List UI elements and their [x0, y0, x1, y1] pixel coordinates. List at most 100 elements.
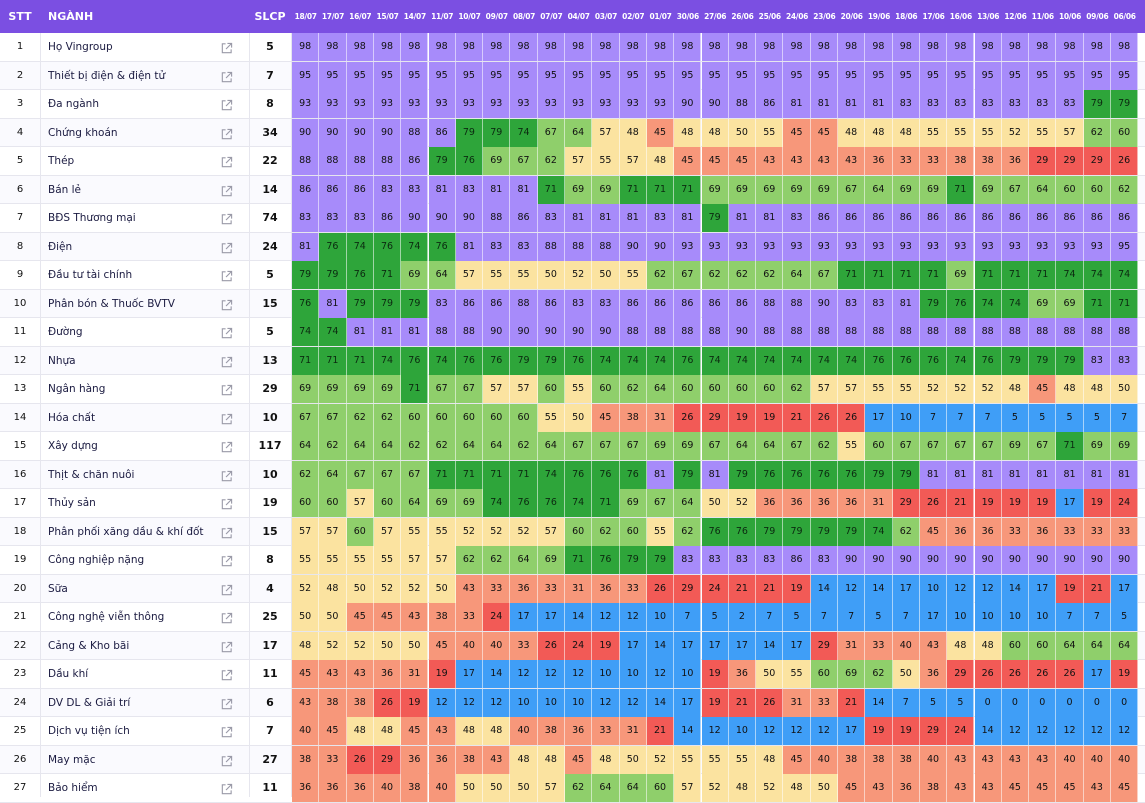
heatmap-cell[interactable]: 81 — [319, 289, 347, 318]
heatmap-cell[interactable]: 88 — [783, 318, 811, 346]
heatmap-cell[interactable]: 40 — [455, 631, 484, 660]
heatmap-cell[interactable]: 69 — [592, 175, 620, 204]
heatmap-cell[interactable]: 60 — [865, 432, 893, 460]
row-industry-name[interactable]: Phân bón & Thuốc BVTV — [48, 297, 175, 310]
heatmap-cell[interactable]: 10 — [1029, 603, 1057, 631]
heatmap-cell[interactable]: 57 — [483, 375, 511, 403]
heatmap-cell[interactable]: 98 — [865, 33, 893, 61]
heatmap-cell[interactable]: 21 — [756, 574, 784, 603]
heatmap-cell[interactable]: 86 — [373, 204, 402, 232]
heatmap-cell[interactable]: 45 — [1029, 375, 1057, 403]
heatmap-cell[interactable]: 86 — [455, 289, 484, 318]
external-link-icon[interactable] — [220, 781, 234, 795]
heatmap-cell[interactable]: 76 — [919, 346, 948, 375]
heatmap-cell[interactable]: 88 — [674, 318, 702, 346]
heatmap-cell[interactable]: 81 — [1029, 460, 1057, 489]
heatmap-cell[interactable]: 69 — [783, 175, 811, 204]
external-link-icon[interactable] — [220, 154, 234, 168]
heatmap-cell[interactable]: 19 — [401, 688, 429, 717]
heatmap-cell[interactable]: 12 — [1029, 717, 1057, 745]
heatmap-cell[interactable]: 19 — [974, 489, 1002, 517]
heatmap-cell[interactable]: 90 — [974, 546, 1002, 574]
heatmap-cell[interactable]: 55 — [319, 546, 347, 574]
heatmap-cell[interactable]: 57 — [565, 147, 593, 175]
heatmap-cell[interactable]: 64 — [674, 489, 702, 517]
heatmap-cell[interactable]: 69 — [701, 175, 729, 204]
heatmap-cell[interactable]: 36 — [428, 745, 456, 774]
heatmap-cell[interactable]: 7 — [1056, 603, 1084, 631]
heatmap-cell[interactable]: 83 — [674, 546, 702, 574]
heatmap-cell[interactable]: 26 — [919, 489, 948, 517]
heatmap-cell[interactable]: 76 — [319, 232, 347, 261]
heatmap-cell[interactable]: 79 — [428, 147, 456, 175]
heatmap-cell[interactable]: 86 — [319, 175, 347, 204]
heatmap-cell[interactable]: 45 — [646, 118, 675, 147]
row-industry-name[interactable]: Thép — [48, 155, 75, 167]
heatmap-cell[interactable]: 93 — [510, 90, 538, 118]
heatmap-cell[interactable]: 83 — [428, 289, 456, 318]
external-link-icon[interactable] — [220, 753, 234, 767]
heatmap-cell[interactable]: 26 — [373, 688, 402, 717]
heatmap-cell[interactable]: 36 — [401, 745, 429, 774]
heatmap-cell[interactable]: 71 — [292, 346, 320, 375]
heatmap-cell[interactable]: 98 — [565, 33, 593, 61]
heatmap-cell[interactable]: 33 — [510, 631, 538, 660]
heatmap-cell[interactable]: 98 — [592, 33, 620, 61]
heatmap-cell[interactable]: 74 — [1056, 261, 1084, 289]
heatmap-cell[interactable]: 21 — [838, 688, 866, 717]
heatmap-cell[interactable]: 81 — [783, 90, 811, 118]
heatmap-cell[interactable]: 60 — [756, 375, 784, 403]
heatmap-cell[interactable]: 48 — [783, 774, 811, 802]
heatmap-cell[interactable]: 36 — [346, 774, 374, 802]
heatmap-cell[interactable]: 74 — [756, 346, 784, 375]
heatmap-cell[interactable]: 64 — [565, 118, 593, 147]
heatmap-cell[interactable]: 26 — [646, 574, 675, 603]
heatmap-cell[interactable]: 17 — [1111, 574, 1139, 603]
heatmap-cell[interactable]: 86 — [838, 204, 866, 232]
heatmap-cell[interactable]: 5 — [1083, 403, 1111, 432]
heatmap-cell[interactable]: 69 — [1083, 432, 1111, 460]
heatmap-cell[interactable]: 83 — [483, 232, 511, 261]
date-header-11[interactable]: 03/07 — [594, 12, 617, 21]
heatmap-cell[interactable]: 12 — [592, 688, 620, 717]
heatmap-cell[interactable]: 33 — [537, 574, 565, 603]
heatmap-cell[interactable]: 36 — [756, 489, 784, 517]
heatmap-cell[interactable]: 71 — [1083, 289, 1111, 318]
heatmap-cell[interactable]: 52 — [947, 375, 975, 403]
heatmap-cell[interactable]: 19 — [1001, 489, 1030, 517]
heatmap-cell[interactable]: 40 — [1083, 745, 1111, 774]
heatmap-cell[interactable]: 0 — [1029, 688, 1057, 717]
heatmap-cell[interactable]: 90 — [292, 118, 320, 147]
heatmap-cell[interactable]: 31 — [646, 403, 675, 432]
heatmap-cell[interactable]: 76 — [947, 289, 975, 318]
heatmap-cell[interactable]: 81 — [1083, 460, 1111, 489]
heatmap-cell[interactable]: 40 — [510, 717, 538, 745]
heatmap-cell[interactable]: 36 — [510, 574, 538, 603]
heatmap-cell[interactable]: 81 — [838, 90, 866, 118]
heatmap-cell[interactable]: 74 — [646, 346, 675, 375]
heatmap-cell[interactable]: 69 — [292, 375, 320, 403]
heatmap-cell[interactable]: 93 — [565, 90, 593, 118]
heatmap-cell[interactable]: 95 — [701, 61, 729, 90]
heatmap-cell[interactable]: 81 — [401, 318, 429, 346]
heatmap-cell[interactable]: 98 — [373, 33, 402, 61]
heatmap-cell[interactable]: 10 — [947, 603, 975, 631]
heatmap-cell[interactable]: 43 — [947, 774, 975, 802]
heatmap-cell[interactable]: 14 — [1001, 574, 1030, 603]
heatmap-cell[interactable]: 81 — [674, 204, 702, 232]
heatmap-cell[interactable]: 76 — [483, 346, 511, 375]
heatmap-cell[interactable]: 83 — [1083, 346, 1111, 375]
heatmap-cell[interactable]: 79 — [1029, 346, 1057, 375]
heatmap-cell[interactable]: 98 — [1083, 33, 1111, 61]
heatmap-cell[interactable]: 55 — [1029, 118, 1057, 147]
heatmap-cell[interactable]: 67 — [346, 460, 374, 489]
heatmap-cell[interactable]: 52 — [401, 574, 429, 603]
heatmap-cell[interactable]: 57 — [455, 261, 484, 289]
external-link-icon[interactable] — [220, 582, 234, 596]
heatmap-cell[interactable]: 52 — [346, 631, 374, 660]
heatmap-cell[interactable]: 64 — [646, 375, 675, 403]
heatmap-cell[interactable]: 14 — [865, 688, 893, 717]
heatmap-cell[interactable]: 10 — [646, 603, 675, 631]
heatmap-cell[interactable]: 38 — [401, 774, 429, 802]
heatmap-cell[interactable]: 43 — [319, 660, 347, 688]
